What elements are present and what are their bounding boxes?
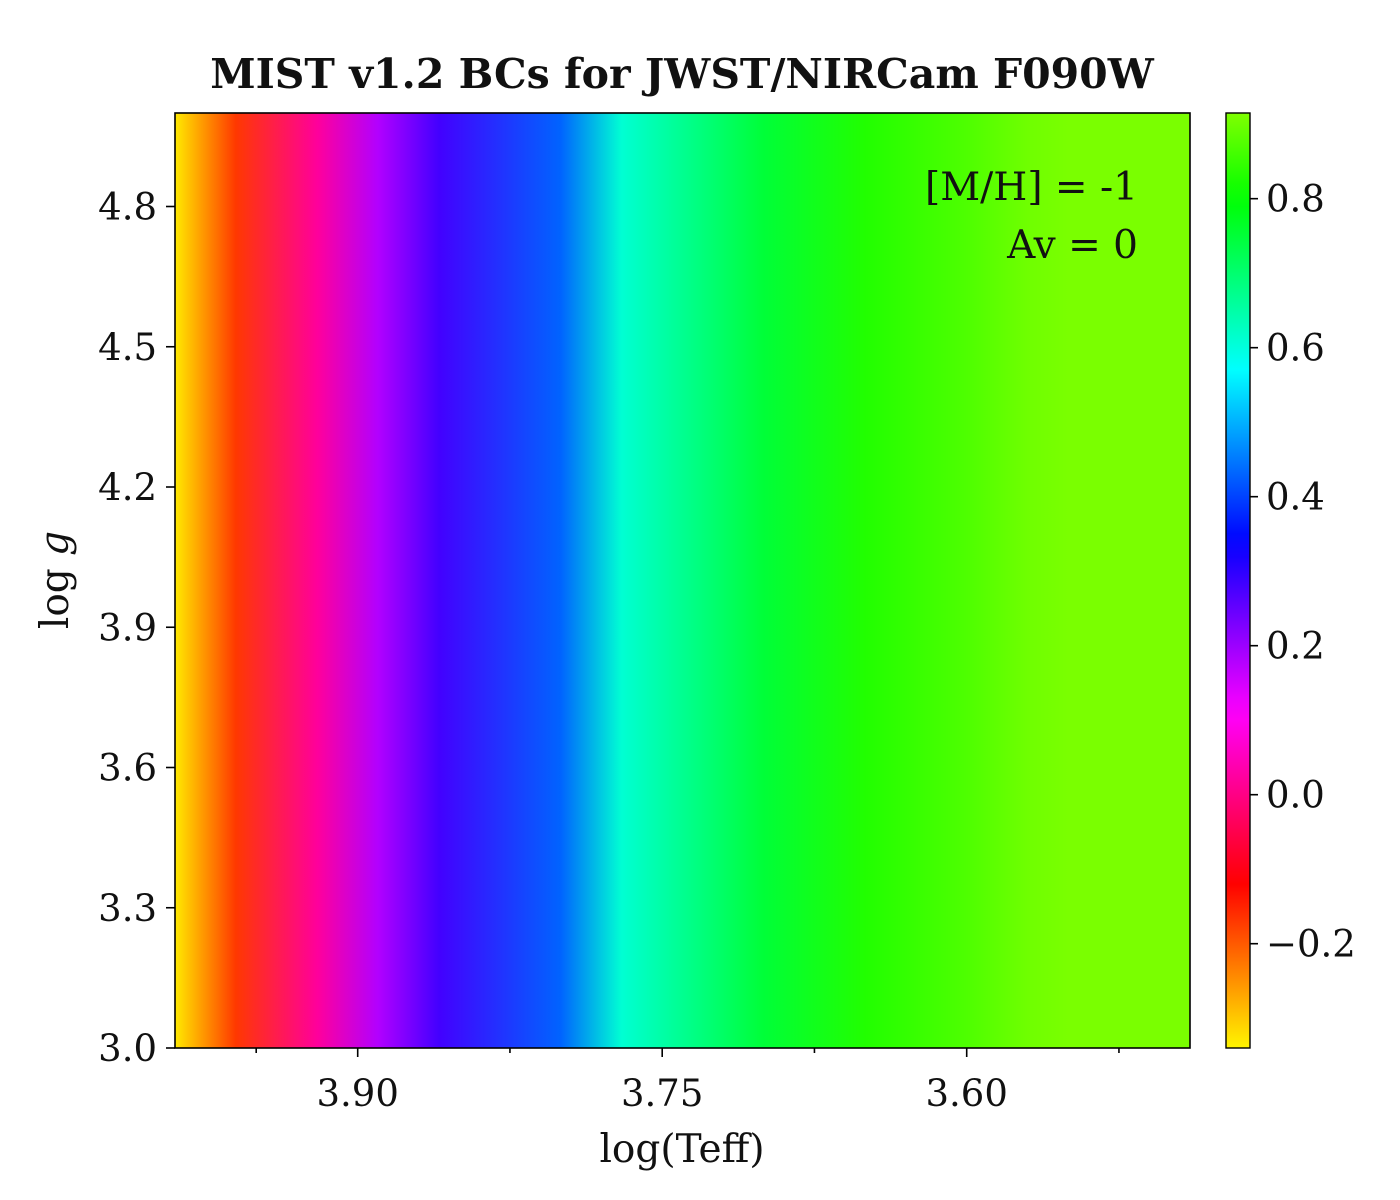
y-tick-label: 4.2 xyxy=(98,466,157,509)
colorbar-tick-label: 0.2 xyxy=(1266,625,1325,668)
y-tick-label: 3.0 xyxy=(98,1027,157,1070)
y-tick-label: 3.3 xyxy=(98,887,157,930)
y-tick-label: 3.9 xyxy=(98,606,157,649)
metallicity-annotation: [M/H] = -1 xyxy=(925,165,1138,210)
colorbar-tick-label: 0.8 xyxy=(1266,178,1325,221)
colorbar-frame xyxy=(1225,112,1251,1049)
extinction-annotation: Av = 0 xyxy=(1006,223,1138,268)
x-tick-label: 3.75 xyxy=(621,1072,703,1115)
colorbar-ticks: −0.2 0.0 0.2 0.4 0.6 0.8 xyxy=(1250,178,1356,966)
colorbar-tick-label: 0.0 xyxy=(1266,774,1325,817)
colorbar xyxy=(1226,113,1250,1048)
x-axis-label: log(Teff) xyxy=(599,1127,764,1172)
x-tick-label: 3.90 xyxy=(317,1072,399,1115)
heatmap-area xyxy=(175,113,1190,1048)
colorbar-tick-label: −0.2 xyxy=(1266,923,1356,966)
colorbar-tick-label: 0.4 xyxy=(1266,476,1325,519)
y-tick-label: 4.5 xyxy=(98,326,157,369)
plot-frame xyxy=(174,112,1191,1049)
y-tick-label: 3.6 xyxy=(98,747,157,790)
x-axis-ticks: 3.90 3.75 3.60 xyxy=(255,1048,1120,1115)
y-axis-ticks: 3.0 3.3 3.6 3.9 4.2 4.5 4.8 xyxy=(98,186,175,1070)
x-tick-label: 3.60 xyxy=(926,1072,1008,1115)
y-axis-label: log g xyxy=(33,531,78,629)
colorbar-tick-label: 0.6 xyxy=(1266,327,1325,370)
chart-title: MIST v1.2 BCs for JWST/NIRCam F090W xyxy=(210,50,1154,98)
y-tick-label: 4.8 xyxy=(98,186,157,229)
